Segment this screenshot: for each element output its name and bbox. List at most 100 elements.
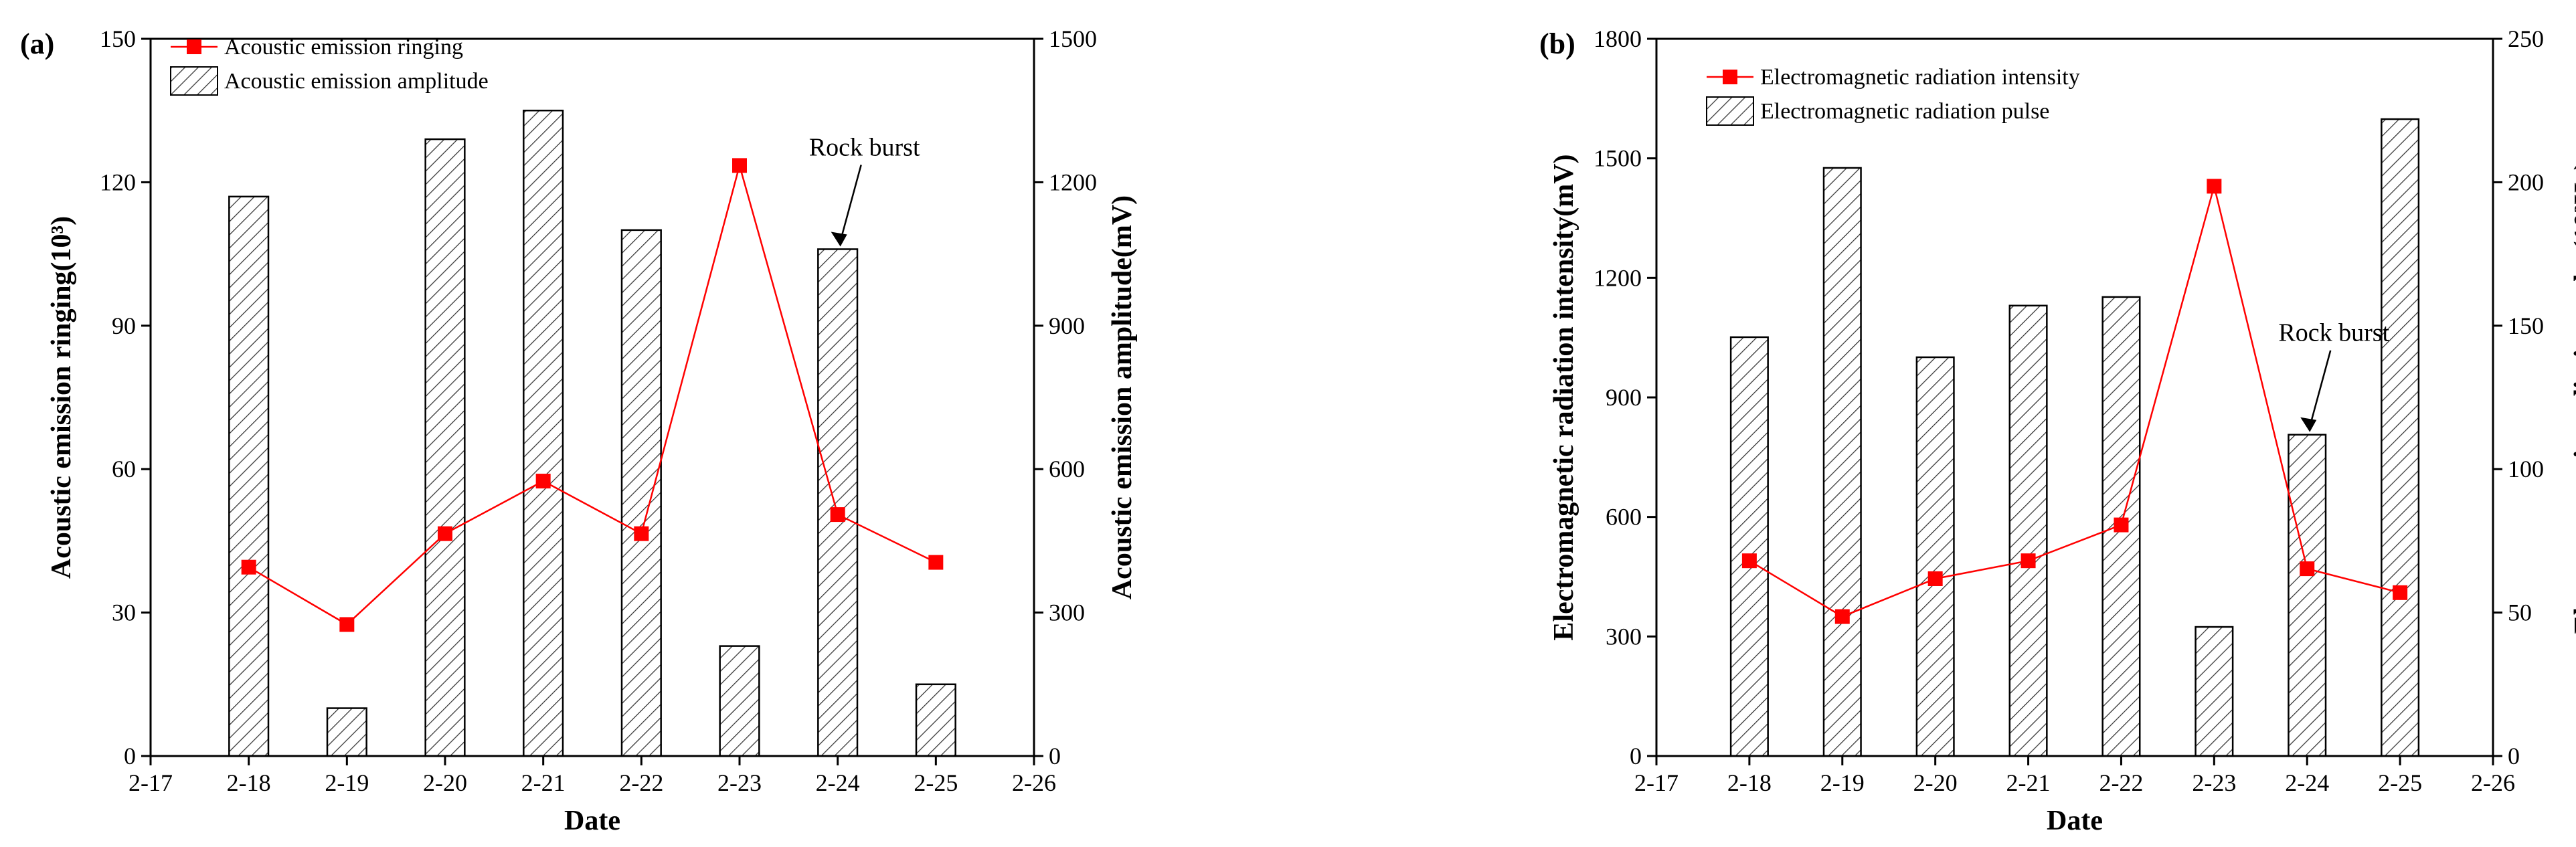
x-tick-label: 2-22	[2099, 769, 2143, 796]
annotation-arrow-head	[2300, 417, 2317, 432]
y-left-tick-label: 300	[1606, 623, 1642, 650]
line-point-2-24	[830, 507, 845, 523]
legend-line-label: Acoustic emission ringing	[224, 35, 463, 60]
x-tick-label: 2-17	[128, 769, 173, 796]
x-tick-label: 2-25	[914, 769, 958, 796]
bar-2-19	[1822, 167, 1862, 757]
line-point-2-24	[2300, 561, 2315, 577]
x-tick-label: 2-23	[717, 769, 762, 796]
y-right-tick-label: 1500	[1049, 25, 1097, 52]
y-right-tick-label: 0	[1049, 743, 1061, 769]
x-tick-label: 2-19	[325, 769, 369, 796]
y-right-tick-label: 250	[2508, 25, 2544, 52]
legend-bar-label: Acoustic emission amplitude	[224, 69, 489, 94]
bar-2-24	[817, 248, 859, 757]
x-tick-label: 2-19	[1820, 769, 1865, 796]
y-right-axis-title: Acoustic emission amplitude(mV)	[1107, 195, 1138, 599]
y-left-tick-label: 1200	[1594, 264, 1642, 291]
y-left-tick-label: 900	[1606, 384, 1642, 411]
x-tick-label: 2-22	[619, 769, 663, 796]
line-point-2-21	[2021, 553, 2036, 569]
panel-label: (a)	[20, 27, 54, 60]
annotation-text: Rock burst	[809, 133, 920, 161]
x-tick-label: 2-21	[2006, 769, 2051, 796]
bar-2-25	[2381, 118, 2420, 757]
y-right-tick-label: 300	[1049, 599, 1085, 626]
legend-bar-swatch	[170, 66, 218, 96]
line-point-2-22	[2114, 517, 2129, 533]
y-left-tick-label: 600	[1606, 504, 1642, 531]
x-tick-label: 2-18	[1727, 769, 1772, 796]
y-left-tick-label: 150	[100, 25, 136, 52]
x-tick-label: 2-26	[2471, 769, 2515, 796]
y-left-tick-label: 120	[100, 169, 136, 195]
legend-bar-label: Electromagnetic radiation pulse	[1760, 99, 2049, 124]
bar-2-19	[326, 707, 367, 757]
series-line	[1749, 183, 2401, 618]
plot-frame	[1655, 37, 2494, 757]
y-left-tick-label: 1800	[1594, 25, 1642, 52]
x-tick-label: 2-20	[423, 769, 467, 796]
annotation-arrow-line	[839, 165, 862, 242]
annotation-text: Rock burst	[2278, 319, 2389, 347]
x-tick-label: 2-21	[521, 769, 566, 796]
legend-line-marker	[1723, 70, 1737, 84]
line-point-2-20	[438, 526, 452, 541]
bar-2-23	[2195, 626, 2234, 757]
y-right-tick-label: 100	[2508, 456, 2544, 482]
x-tick-label: 2-18	[227, 769, 271, 796]
bar-2-18	[228, 195, 270, 757]
y-right-tick-label: 1200	[1049, 169, 1097, 195]
x-tick-label: 2-17	[1634, 769, 1679, 796]
annotation-arrow-head	[831, 231, 847, 247]
chart-panel-a: 2-17 2-18 2-19 2-20 2-21 2-22 2-23 2-24 2-25 2-26…	[20, 25, 1138, 836]
line-point-2-19	[1834, 609, 1850, 624]
y-left-tick-label: 0	[124, 743, 136, 769]
y-right-axis-title: Electromagnetic radiation pulse(10³Hz)	[2569, 161, 2576, 634]
bar-2-20	[424, 138, 466, 757]
x-axis-title: Date	[564, 806, 620, 836]
line-point-2-22	[634, 526, 649, 541]
y-right-tick-label: 600	[1049, 456, 1085, 482]
y-left-tick-label: 90	[112, 312, 136, 339]
panel-label: (b)	[1539, 27, 1575, 60]
line-point-2-21	[535, 474, 551, 489]
bar-2-22	[620, 229, 662, 757]
bar-2-18	[1729, 336, 1769, 757]
bar-2-21	[2008, 304, 2048, 757]
series-line	[248, 162, 936, 626]
bar-2-25	[915, 683, 956, 757]
y-right-tick-label: 150	[2508, 312, 2544, 339]
line-point-2-20	[1927, 571, 1943, 586]
x-axis-title: Date	[2047, 806, 2103, 836]
line-point-2-18	[241, 559, 256, 575]
x-tick-label: 2-20	[1913, 769, 1958, 796]
y-left-tick-label: 60	[112, 456, 136, 482]
y-left-tick-label: 30	[112, 599, 136, 626]
y-right-tick-label: 200	[2508, 169, 2544, 195]
y-left-tick-label: 1500	[1594, 145, 1642, 172]
legend-bar-swatch	[1706, 96, 1754, 126]
chart-panel-b: 2-17 2-18 2-19 2-20 2-21 2-22 2-23 2-24 2-25 2-26…	[1539, 25, 2576, 836]
bar-2-20	[1915, 356, 1955, 757]
bar-2-23	[719, 645, 760, 757]
legend-line-marker	[187, 39, 201, 54]
line-point-2-19	[339, 617, 355, 632]
x-tick-label: 2-25	[2378, 769, 2422, 796]
line-point-2-25	[2393, 585, 2408, 600]
y-right-tick-label: 50	[2508, 599, 2532, 626]
y-left-axis-title: Acoustic emission ringing(10³)	[46, 216, 77, 579]
x-tick-label: 2-26	[1012, 769, 1056, 796]
y-right-tick-label: 900	[1049, 312, 1085, 339]
x-tick-label: 2-24	[816, 769, 860, 796]
x-tick-label: 2-23	[2192, 769, 2236, 796]
line-point-2-18	[1741, 553, 1757, 569]
line-point-2-23	[2207, 179, 2222, 194]
line-point-2-25	[928, 555, 944, 570]
line-point-2-23	[732, 158, 747, 173]
plot-frame	[149, 37, 1035, 757]
bar-2-24	[2288, 434, 2327, 757]
bar-2-21	[523, 109, 564, 757]
legend-line-label: Electromagnetic radiation intensity	[1760, 65, 2080, 90]
